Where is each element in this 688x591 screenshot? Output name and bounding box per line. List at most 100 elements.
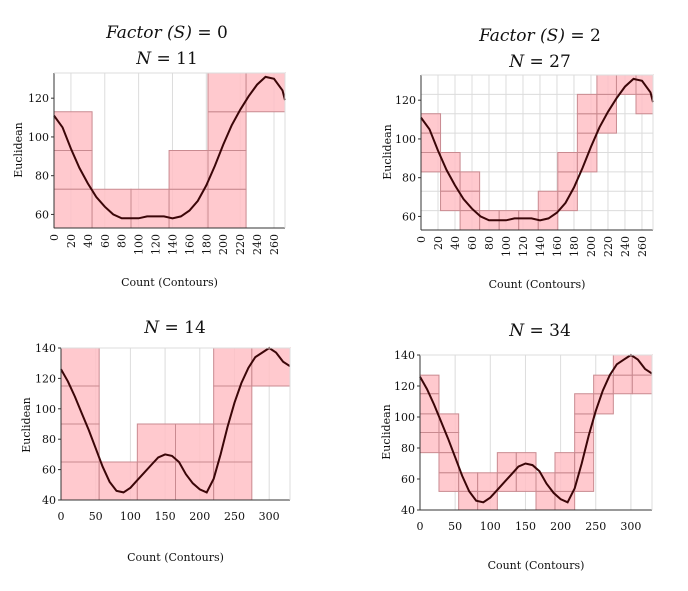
cover-box: [213, 461, 253, 501]
x-axis-label: Count (Contours): [489, 278, 586, 291]
y-tick-label: 120: [28, 92, 49, 105]
x-tick-label: 40: [82, 234, 95, 248]
chart-panel-2: 60 80 100 120 0 20 40 60 80 100 120 140 160 180 200 220…: [381, 26, 654, 291]
series-line: [53, 75, 286, 220]
cover-box: [496, 472, 517, 492]
y-tick-label: 80: [402, 172, 416, 185]
chart-title-line1: Factor (S) = 2: [478, 26, 601, 46]
y-tick-label: 60: [402, 210, 416, 223]
x-tick-label: 100: [133, 234, 146, 255]
cover-box: [596, 74, 617, 95]
x-tick-label: 180: [568, 236, 581, 257]
chart-title-line2: N = 11: [135, 49, 198, 69]
x-tick-label: 60: [466, 236, 479, 250]
cover-box: [438, 452, 460, 474]
y-tick-label: 140: [35, 342, 56, 355]
x-tick-label: 50: [448, 520, 462, 533]
cover-box: [635, 93, 654, 115]
y-tick-label: 120: [35, 372, 56, 385]
series-line: [420, 77, 654, 222]
cover-box: [168, 188, 209, 229]
series-line: [419, 353, 653, 504]
y-axis-label: Euclidean: [381, 124, 394, 180]
cover-box: [60, 461, 100, 501]
x-tick-label: 0: [58, 510, 65, 523]
y-tick-label: 120: [394, 380, 415, 393]
x-tick-label: 140: [534, 236, 547, 257]
cover-box: [459, 171, 481, 192]
cover-box: [612, 374, 633, 395]
x-tick-label: 200: [189, 510, 210, 523]
y-axis-label: Euclidean: [380, 404, 393, 460]
x-tick-label: 240: [619, 236, 632, 257]
y-tick-label: 80: [35, 170, 49, 183]
x-tick-label: 160: [183, 234, 196, 255]
y-axis-label: Euclidean: [20, 397, 33, 453]
x-tick-label: 0: [415, 236, 428, 243]
y-axis-label: Euclidean: [12, 122, 25, 178]
y-tick-label: 80: [401, 442, 415, 455]
x-tick-label: 300: [259, 510, 280, 523]
cover-box: [60, 385, 100, 425]
y-tick-label: 100: [35, 403, 56, 416]
cover-box: [496, 452, 517, 474]
x-axis-label: Count (Contours): [488, 559, 585, 572]
y-tick-label: 40: [42, 494, 56, 507]
cover-box: [53, 188, 93, 229]
chart-title-line1: Factor (S) = 0: [105, 23, 228, 43]
cover-box: [420, 152, 442, 173]
cover-box: [53, 150, 93, 190]
x-tick-label: 80: [483, 236, 496, 250]
cover-box: [419, 413, 440, 433]
cover-box: [576, 113, 598, 134]
x-tick-label: 150: [155, 510, 176, 523]
cover-box: [458, 490, 479, 511]
cover-box: [98, 461, 138, 501]
x-tick-label: 120: [150, 234, 163, 255]
cover-box: [518, 210, 539, 231]
cover-box: [574, 393, 595, 415]
chart-title-line2: N = 14: [143, 318, 206, 338]
cover-box: [554, 472, 576, 492]
y-tick-label: 60: [42, 464, 56, 477]
x-tick-label: 20: [65, 234, 78, 248]
x-tick-label: 100: [480, 520, 501, 533]
y-tick-label: 100: [28, 131, 49, 144]
cover-box: [440, 190, 461, 212]
x-tick-label: 120: [517, 236, 530, 257]
cover-box: [207, 111, 247, 151]
cover-box: [557, 152, 578, 173]
cover-box: [554, 452, 576, 474]
cover-box: [168, 150, 209, 190]
y-tick-label: 140: [394, 349, 415, 362]
cover-box: [207, 150, 247, 190]
x-tick-label: 50: [89, 510, 103, 523]
cover-box: [576, 93, 598, 115]
x-tick-label: 0: [48, 234, 61, 241]
x-tick-label: 250: [585, 520, 606, 533]
x-tick-label: 160: [551, 236, 564, 257]
x-tick-label: 40: [449, 236, 462, 250]
x-tick-label: 240: [251, 234, 264, 255]
cover-box: [631, 374, 653, 395]
x-tick-label: 260: [636, 236, 649, 257]
cover-box: [207, 72, 247, 113]
x-tick-label: 200: [217, 234, 230, 255]
y-tick-label: 60: [35, 208, 49, 221]
y-tick-label: 100: [394, 411, 415, 424]
x-tick-label: 140: [166, 234, 179, 255]
cover-box: [596, 113, 617, 134]
x-tick-label: 300: [620, 520, 641, 533]
chart-title-line2: N = 27: [508, 52, 571, 72]
cover-box: [91, 188, 132, 229]
cover-box: [136, 461, 176, 501]
x-tick-label: 60: [99, 234, 112, 248]
x-axis-label: Count (Contours): [127, 551, 224, 564]
x-tick-label: 260: [268, 234, 281, 255]
cover-box: [130, 188, 170, 229]
series-line: [60, 346, 291, 494]
chart-panel-3: 40 60 80 100 120 140 0 50 100 150 200 250 300 Count (…: [20, 318, 291, 564]
y-tick-label: 40: [401, 504, 415, 517]
